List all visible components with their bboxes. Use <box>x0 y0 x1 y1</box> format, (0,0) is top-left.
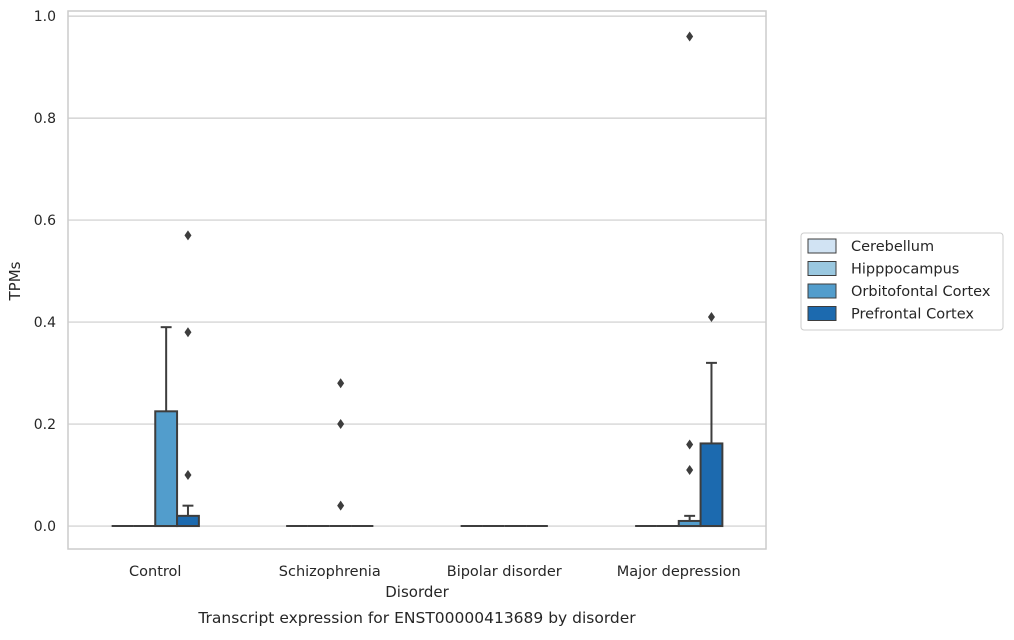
outlier-point <box>184 327 192 338</box>
legend-label: Prefrontal Cortex <box>851 307 974 323</box>
legend-label: Hipppocampus <box>851 262 959 278</box>
y-tick-label: 0.4 <box>34 315 56 331</box>
box-body <box>154 410 179 528</box>
x-tick-label: Bipolar disorder <box>447 564 562 580</box>
legend-items: Cerebellum Hipppocampus Orbitofontal Corte… <box>807 238 991 323</box>
y-tick-label: 0.8 <box>34 111 56 127</box>
plot-frame <box>67 10 767 550</box>
legend-label: Orbitofontal Cortex <box>851 284 991 300</box>
y-tick-labels: 0.0 0.2 0.4 0.6 0.8 1.0 <box>34 9 56 535</box>
outlier-point <box>337 378 345 389</box>
box-3-0 <box>176 230 200 528</box>
chart-caption: Transcript expression for ENST0000041368… <box>197 609 636 627</box>
box-2-0 <box>154 326 179 528</box>
legend-swatch <box>807 283 837 299</box>
outlier-point <box>707 311 715 322</box>
box-2-3 <box>677 31 702 528</box>
y-tick-label: 0.0 <box>34 519 56 535</box>
legend-swatch <box>807 261 837 276</box>
outlier-point <box>686 31 694 42</box>
legend-frame <box>800 232 1004 331</box>
box-3-3 <box>699 311 724 528</box>
y-tick-label: 0.6 <box>34 213 56 229</box>
x-tick-labels: Control Schizophrenia Bipolar disorder Majo… <box>129 564 741 580</box>
outlier-point <box>686 464 694 475</box>
outlier-point <box>184 470 192 481</box>
outlier-point <box>337 500 345 511</box>
y-axis-label: TPMs <box>6 261 24 301</box>
y-tick-label: 0.2 <box>34 417 56 433</box>
box-body <box>176 514 200 528</box>
box-2-1 <box>329 378 352 528</box>
legend-swatch <box>807 238 837 254</box>
box-body <box>699 442 724 528</box>
legend-label: Cerebellum <box>851 239 934 255</box>
box-layer <box>111 31 724 528</box>
x-tick-label: Major depression <box>617 564 741 580</box>
outlier-point <box>184 230 192 241</box>
outlier-point <box>686 439 694 450</box>
x-axis-label: Disorder <box>385 583 449 601</box>
y-tick-label: 1.0 <box>34 9 56 25</box>
outlier-point <box>337 419 345 430</box>
legend-swatch <box>807 306 837 321</box>
x-tick-label: Schizophrenia <box>279 564 381 580</box>
legend: Cerebellum Hipppocampus Orbitofontal Corte… <box>800 232 1004 331</box>
x-tick-label: Control <box>129 564 181 580</box>
